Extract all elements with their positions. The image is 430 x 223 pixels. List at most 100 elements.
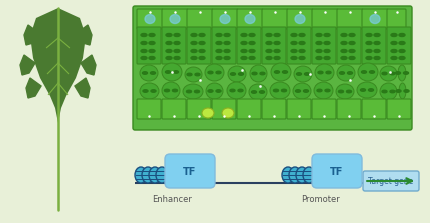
Polygon shape: [26, 78, 41, 98]
Ellipse shape: [399, 50, 405, 52]
Ellipse shape: [208, 90, 213, 92]
Ellipse shape: [143, 90, 148, 92]
Ellipse shape: [174, 50, 180, 52]
Ellipse shape: [341, 50, 347, 52]
Ellipse shape: [156, 167, 168, 183]
Ellipse shape: [249, 33, 255, 37]
Ellipse shape: [304, 90, 308, 92]
FancyBboxPatch shape: [137, 9, 163, 29]
FancyBboxPatch shape: [363, 171, 419, 191]
Ellipse shape: [191, 33, 197, 37]
Ellipse shape: [318, 71, 323, 74]
Ellipse shape: [172, 89, 178, 92]
Ellipse shape: [228, 66, 246, 82]
Ellipse shape: [362, 71, 366, 73]
FancyBboxPatch shape: [362, 99, 386, 119]
Ellipse shape: [187, 73, 192, 76]
Ellipse shape: [249, 41, 255, 45]
Ellipse shape: [396, 72, 400, 74]
Ellipse shape: [299, 56, 305, 60]
FancyBboxPatch shape: [312, 27, 336, 64]
Ellipse shape: [140, 65, 158, 81]
Text: Enhancer: Enhancer: [152, 195, 192, 204]
Ellipse shape: [336, 84, 354, 99]
Polygon shape: [20, 55, 35, 75]
Ellipse shape: [239, 73, 243, 75]
Ellipse shape: [205, 64, 224, 81]
Ellipse shape: [191, 41, 197, 45]
Ellipse shape: [274, 50, 280, 52]
Ellipse shape: [199, 33, 205, 37]
Ellipse shape: [399, 83, 406, 99]
Ellipse shape: [357, 82, 377, 98]
Ellipse shape: [191, 56, 197, 60]
Ellipse shape: [341, 56, 347, 60]
FancyBboxPatch shape: [337, 9, 363, 29]
Ellipse shape: [166, 50, 172, 52]
Ellipse shape: [266, 41, 272, 45]
Ellipse shape: [241, 56, 247, 60]
Polygon shape: [81, 55, 96, 75]
Ellipse shape: [366, 56, 372, 60]
Ellipse shape: [304, 73, 310, 75]
Ellipse shape: [347, 72, 353, 74]
Ellipse shape: [391, 56, 397, 60]
Ellipse shape: [297, 73, 301, 75]
Ellipse shape: [316, 56, 322, 60]
FancyBboxPatch shape: [362, 9, 388, 29]
Ellipse shape: [141, 56, 147, 60]
Ellipse shape: [238, 89, 243, 92]
Ellipse shape: [316, 50, 322, 52]
Ellipse shape: [245, 14, 255, 23]
Ellipse shape: [222, 108, 234, 118]
Ellipse shape: [149, 33, 155, 37]
Polygon shape: [24, 25, 39, 45]
FancyBboxPatch shape: [187, 9, 213, 29]
Ellipse shape: [174, 56, 180, 60]
Ellipse shape: [250, 65, 267, 82]
FancyBboxPatch shape: [287, 27, 311, 64]
FancyBboxPatch shape: [287, 9, 313, 29]
Ellipse shape: [326, 71, 331, 74]
FancyBboxPatch shape: [387, 9, 406, 29]
Ellipse shape: [396, 90, 401, 92]
Ellipse shape: [241, 50, 247, 52]
Ellipse shape: [341, 33, 347, 37]
Ellipse shape: [162, 82, 180, 99]
Ellipse shape: [274, 71, 280, 73]
Ellipse shape: [349, 41, 355, 45]
Ellipse shape: [208, 71, 213, 74]
Ellipse shape: [149, 167, 161, 183]
Ellipse shape: [162, 63, 182, 81]
Ellipse shape: [366, 50, 372, 52]
Ellipse shape: [141, 41, 147, 45]
Ellipse shape: [166, 56, 172, 60]
Ellipse shape: [370, 14, 380, 23]
Ellipse shape: [141, 50, 147, 52]
Ellipse shape: [266, 33, 272, 37]
Ellipse shape: [325, 89, 330, 92]
FancyBboxPatch shape: [312, 99, 336, 119]
Ellipse shape: [299, 50, 305, 52]
Ellipse shape: [374, 50, 380, 52]
Ellipse shape: [206, 83, 223, 99]
Ellipse shape: [380, 83, 397, 100]
Ellipse shape: [324, 33, 330, 37]
Ellipse shape: [291, 56, 297, 60]
Ellipse shape: [224, 41, 230, 45]
Ellipse shape: [216, 41, 222, 45]
Ellipse shape: [303, 167, 315, 183]
Ellipse shape: [299, 41, 305, 45]
Ellipse shape: [341, 41, 347, 45]
Ellipse shape: [349, 56, 355, 60]
FancyBboxPatch shape: [237, 27, 261, 64]
Ellipse shape: [220, 14, 230, 23]
Ellipse shape: [149, 50, 155, 52]
Ellipse shape: [291, 33, 297, 37]
Ellipse shape: [174, 33, 180, 37]
Ellipse shape: [145, 14, 155, 23]
Ellipse shape: [358, 63, 378, 81]
Ellipse shape: [403, 72, 408, 74]
Ellipse shape: [274, 56, 280, 60]
Ellipse shape: [294, 66, 312, 82]
